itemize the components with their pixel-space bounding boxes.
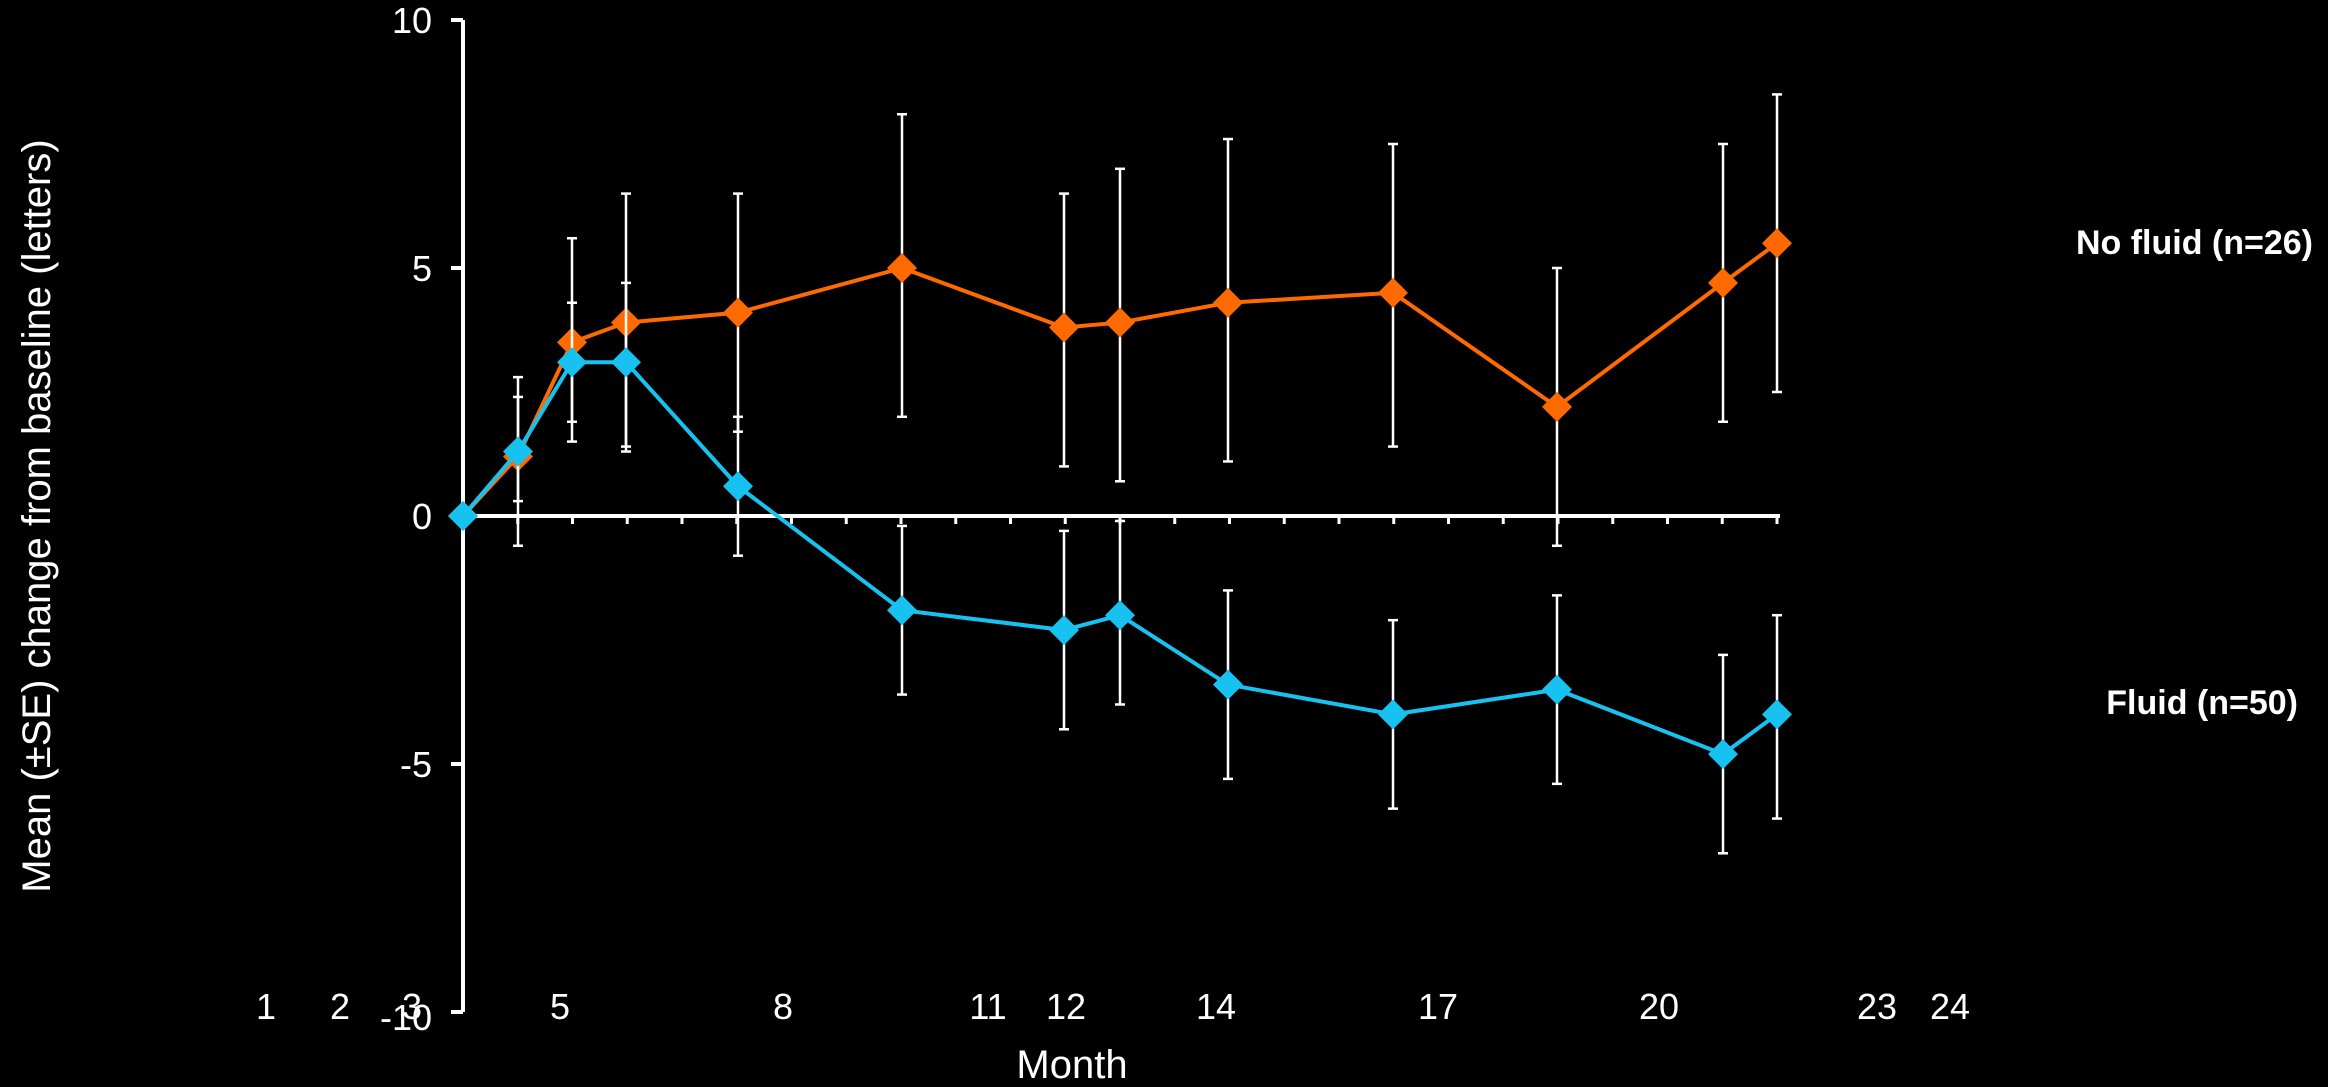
- data-point: [1762, 228, 1792, 259]
- x-tick-label: 14: [1196, 986, 1236, 1027]
- data-point: [723, 471, 753, 502]
- x-tick-label: 24: [1930, 986, 1970, 1027]
- x-axis-title: Month: [1016, 1043, 1127, 1087]
- y-tick-label: -10: [380, 997, 432, 1038]
- series-group: [448, 281, 1792, 855]
- y-tick-label: 5: [412, 248, 432, 289]
- data-point: [503, 436, 533, 467]
- data-point: [723, 297, 753, 328]
- data-point: [1049, 615, 1079, 646]
- data-point: [1542, 674, 1572, 705]
- y-tick-label: 10: [392, 0, 432, 41]
- x-tick-label: 11: [969, 986, 1006, 1027]
- data-point: [1542, 391, 1572, 422]
- data-point: [1378, 277, 1408, 308]
- data-point: [1105, 307, 1135, 338]
- data-point: [887, 253, 917, 283]
- x-tick-label: 12: [1046, 986, 1086, 1027]
- x-tick-label: 8: [773, 986, 793, 1027]
- data-point: [1213, 287, 1243, 318]
- x-tick-labels: 1 2 3 5 8 11 12 14 17 20 23 24: [256, 986, 1970, 1027]
- x-tick-label: 2: [330, 986, 350, 1027]
- data-point: [1762, 699, 1792, 730]
- y-tick-label: -5: [400, 744, 432, 785]
- data-point: [1708, 267, 1738, 298]
- series-group: [448, 93, 1792, 548]
- y-axis-title: Mean (±SE) change from baseline (letters…: [15, 139, 59, 892]
- series-layer: [448, 93, 1792, 855]
- legend-entry-no-fluid: No fluid (n=26): [2076, 224, 2313, 262]
- data-point: [1049, 312, 1079, 343]
- x-tick-label: 20: [1639, 986, 1679, 1027]
- data-point: [1105, 600, 1135, 631]
- x-tick-label: 1: [256, 986, 276, 1027]
- data-point: [1708, 739, 1738, 770]
- x-tick-label: 5: [550, 986, 570, 1027]
- data-point: [887, 595, 917, 626]
- data-point: [448, 501, 478, 531]
- legend-entry-fluid: Fluid (n=50): [2106, 684, 2298, 722]
- x-tick-label: 23: [1857, 986, 1897, 1027]
- x-tick-label: 17: [1418, 986, 1458, 1027]
- data-point: [1378, 699, 1408, 730]
- data-point: [611, 347, 641, 378]
- x-tick-label: 3: [402, 986, 422, 1027]
- y-tick-label: 0: [412, 496, 432, 537]
- data-point: [557, 347, 587, 378]
- data-point: [1213, 669, 1243, 700]
